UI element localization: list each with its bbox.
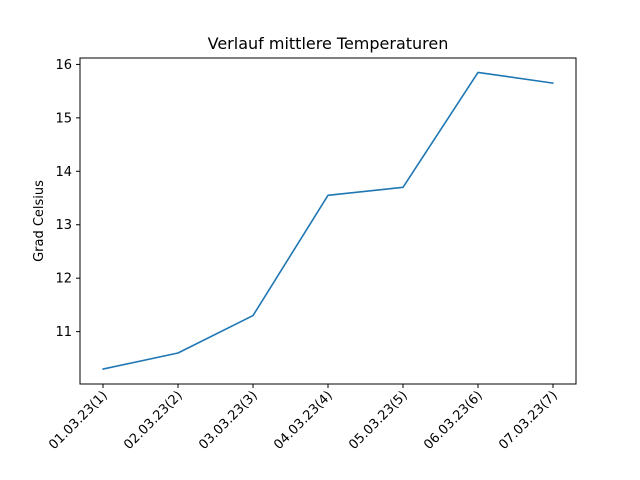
y-tick-label: 13 [55,218,72,233]
series-line [102,71,554,370]
x-tick-label: 04.03.23(4) [271,388,336,453]
y-tick-label: 15 [55,111,72,126]
y-tick-label: 11 [55,325,72,340]
y-tick-label: 12 [55,272,72,287]
plot-frame [79,57,577,385]
y-tick-label: 14 [55,165,72,180]
x-tick-label: 07.03.23(7) [496,388,561,453]
chart-title: Verlauf mittlere Temperaturen [208,34,449,53]
x-tick-label: 02.03.23(2) [121,388,186,453]
y-axis-label: Grad Celsius [32,180,47,262]
x-tick-label: 06.03.23(6) [421,388,486,453]
plot-area: 11 12 13 14 15 16 01.03.23(1) 02.03.23(2) 03.03.… [46,57,577,453]
x-tick-label: 03.03.23(3) [196,388,261,453]
y-tick-label: 16 [55,58,72,73]
x-tick-label: 01.03.23(1) [46,388,111,453]
x-tick-label: 05.03.23(5) [346,388,411,453]
